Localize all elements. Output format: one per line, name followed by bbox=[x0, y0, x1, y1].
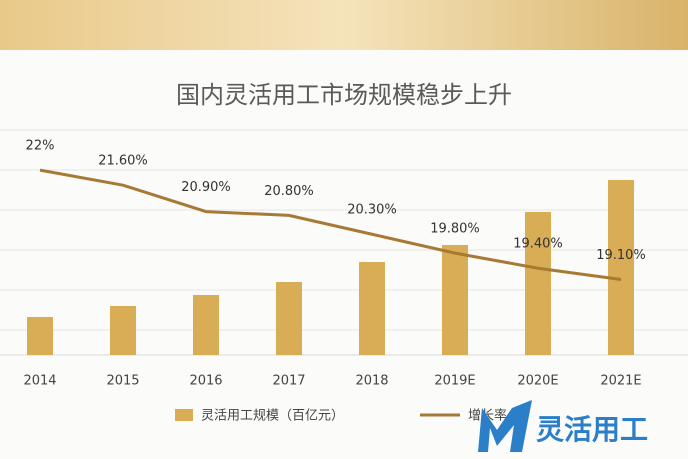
data-label: 22% bbox=[26, 139, 55, 154]
bar bbox=[525, 212, 551, 355]
banner bbox=[0, 0, 688, 50]
x-tick-label: 2019E bbox=[434, 374, 475, 389]
data-label: 20.80% bbox=[264, 184, 314, 199]
bar bbox=[359, 262, 385, 355]
x-tick-label: 2018 bbox=[355, 374, 388, 389]
x-tick-label: 2020E bbox=[517, 374, 558, 389]
x-tick-label: 2015 bbox=[106, 374, 139, 389]
x-tick-label: 2016 bbox=[189, 374, 222, 389]
legend-swatch bbox=[175, 409, 193, 421]
data-label: 21.60% bbox=[98, 154, 148, 169]
data-label: 19.40% bbox=[513, 237, 563, 252]
x-tick-label: 2014 bbox=[23, 374, 56, 389]
data-label: 19.10% bbox=[596, 248, 646, 263]
watermark-logo: 灵活用工 bbox=[478, 400, 648, 452]
legend-label: 增长率 bbox=[468, 408, 507, 424]
bar bbox=[276, 282, 302, 355]
data-label: 19.80% bbox=[430, 222, 480, 237]
data-label: 20.30% bbox=[347, 203, 397, 218]
chart-title: 国内灵活用工市场规模稳步上升 bbox=[176, 81, 512, 109]
bar bbox=[110, 306, 136, 355]
watermark-text: 灵活用工 bbox=[536, 413, 648, 446]
data-label: 20.90% bbox=[181, 180, 231, 195]
logo-mark bbox=[478, 400, 532, 452]
bar bbox=[608, 180, 634, 355]
bar bbox=[193, 295, 219, 355]
growth-line bbox=[39, 168, 622, 282]
x-tick-label: 2017 bbox=[272, 374, 305, 389]
x-tick-label: 2021E bbox=[600, 374, 641, 389]
bar bbox=[442, 245, 468, 355]
bar bbox=[27, 317, 53, 355]
legend-label: 灵活用工规模（百亿元） bbox=[201, 409, 344, 424]
